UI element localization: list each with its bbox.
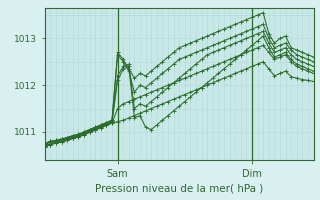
X-axis label: Pression niveau de la mer( hPa ): Pression niveau de la mer( hPa ) [95,183,263,193]
